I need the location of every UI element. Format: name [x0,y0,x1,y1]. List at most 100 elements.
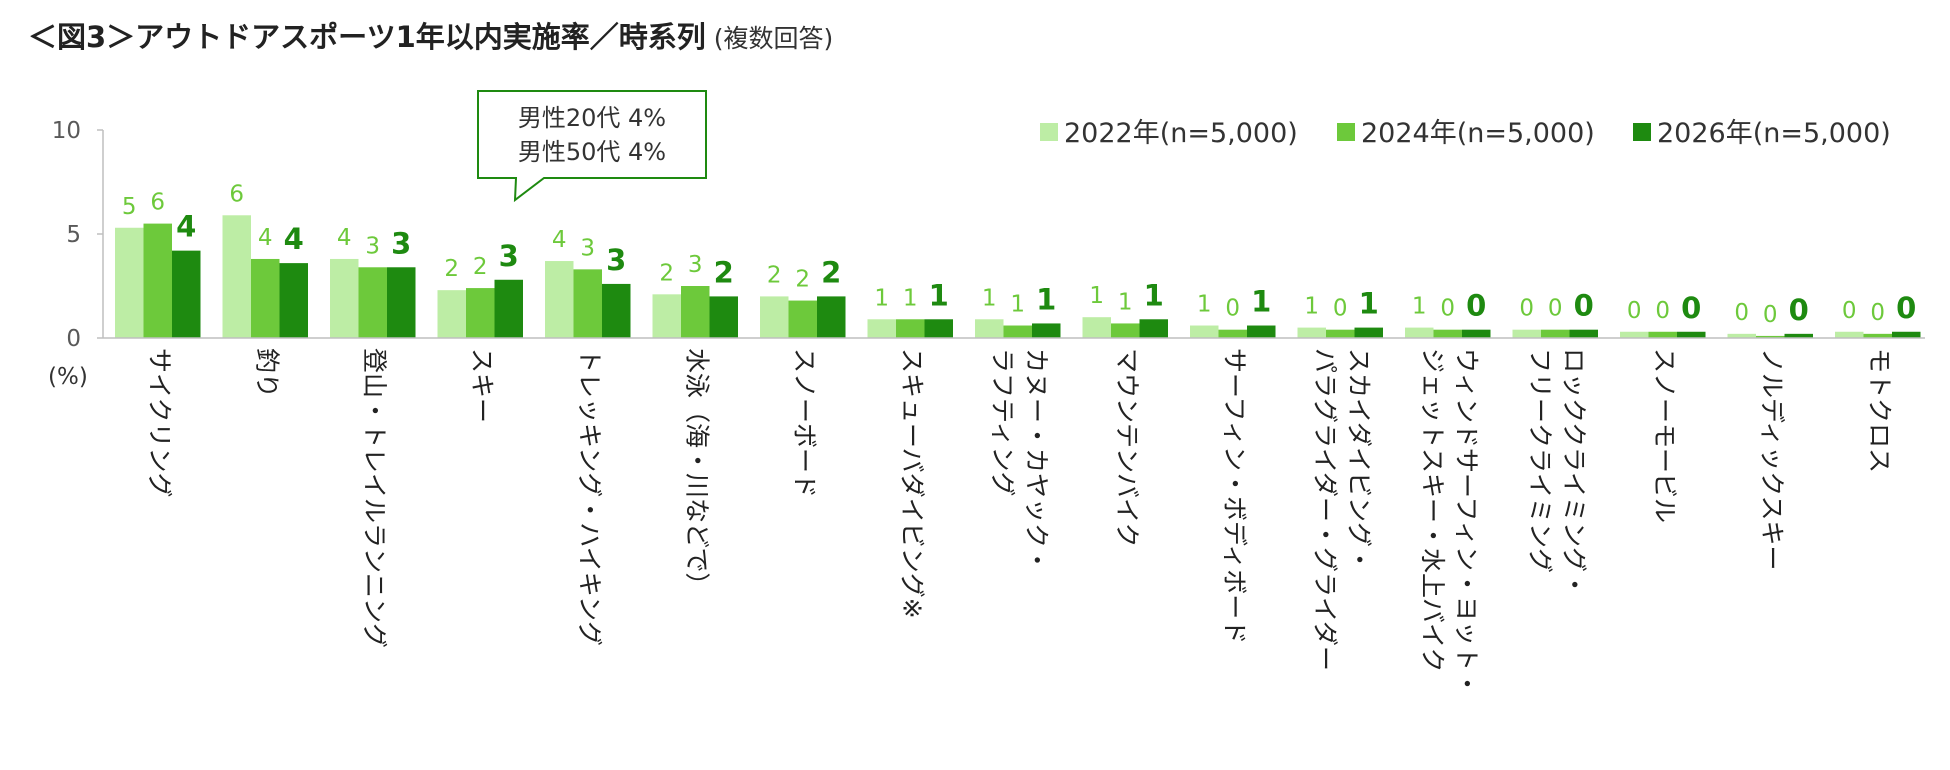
category-label: モトクロス [1865,348,1894,473]
bar-1-cat-14 [1512,329,1541,338]
bar-1-cat-17 [1835,331,1864,338]
callout-text: 男性20代 4% [518,104,666,132]
data-label: 0 [1440,296,1455,322]
data-label: 1 [1359,287,1379,321]
bar-3-cat-11 [1247,325,1276,338]
callout-box [477,90,707,203]
bar-3-cat-3 [387,267,416,338]
bar-1-cat-9 [975,319,1004,338]
legend-label: 2026年(n=5,000) [1657,118,1891,149]
bar-3-cat-13 [1462,329,1491,338]
data-label: 0 [1519,296,1534,322]
category-label: フリークライミング [1525,348,1554,573]
data-label: 4 [552,227,567,253]
category-label: スキューバダイビング※ [897,348,926,619]
data-label: 4 [176,210,196,244]
data-label: 6 [229,181,244,207]
data-label: 2 [444,256,459,282]
chart-title: ＜図3＞アウトドアスポーツ1年以内実施率／時系列 (複数回答) [28,14,833,56]
data-label: 3 [499,239,519,273]
legend-swatch-1 [1040,123,1058,141]
bar-1-cat-16 [1727,333,1756,338]
category-label: カヌー・カヤック・ [1022,348,1051,573]
data-label: 1 [929,278,949,312]
bar-2-cat-4 [466,288,495,338]
callout-text: 男性50代 4% [518,138,666,166]
legend-swatch-2 [1337,123,1355,141]
category-label: サイクリング [145,348,174,498]
data-label: 3 [606,243,626,277]
category-label: ノルディックスキー [1757,348,1786,571]
data-label: 0 [1627,298,1642,324]
bar-1-cat-6 [652,294,681,338]
bar-1-cat-7 [760,296,789,338]
bar-1-cat-12 [1297,327,1326,338]
bar-1-cat-8 [867,319,896,338]
category-label: スノーモービル [1650,348,1679,523]
y-tick-label: 10 [52,118,81,144]
data-label: 0 [1574,289,1594,323]
bar-3-cat-12 [1354,327,1383,338]
data-label: 1 [1089,283,1104,309]
data-label: 3 [391,226,411,260]
y-tick-label: 5 [66,222,81,248]
data-label: 1 [1010,292,1025,318]
bar-3-cat-17 [1892,331,1921,338]
bar-2-cat-5 [573,269,602,338]
bar-1-cat-11 [1190,325,1219,338]
category-label: サーフィン・ボディボード [1220,348,1249,644]
bar-3-cat-8 [924,319,953,338]
bar-3-cat-5 [602,283,631,338]
data-label: 1 [1304,294,1319,320]
data-label: 6 [150,190,165,216]
data-label: 1 [1412,294,1427,320]
data-label: 2 [659,260,674,286]
bar-2-cat-14 [1541,329,1570,338]
data-label: 1 [1036,282,1056,316]
legend-label: 2022年(n=5,000) [1064,118,1298,149]
category-label: ラフティング [988,348,1017,497]
data-label: 2 [795,267,810,293]
data-label: 0 [1870,300,1885,326]
bar-1-cat-1 [115,227,144,338]
data-label: 3 [580,235,595,261]
bar-2-cat-12 [1326,329,1355,338]
bar-3-cat-6 [709,296,738,338]
data-label: 0 [1763,302,1778,328]
data-label: 1 [1118,289,1133,315]
y-tick-label: 0 [66,326,81,352]
data-label: 0 [1734,300,1749,326]
data-label: 0 [1333,296,1348,322]
bar-1-cat-13 [1405,327,1434,338]
category-label: トレッキング・ハイキング [575,348,604,646]
bar-3-cat-10 [1139,319,1168,338]
bar-2-cat-9 [1003,325,1032,338]
category-label: 水泳（海・川などで） [682,348,711,598]
data-label: 0 [1225,296,1240,322]
chart-subtitle: (複数回答) [713,24,834,53]
bar-2-cat-7 [788,300,817,338]
data-label: 0 [1466,289,1486,323]
data-label: 1 [982,285,997,311]
data-label: 2 [714,255,734,289]
bar-2-cat-10 [1111,323,1140,338]
bar-3-cat-14 [1569,329,1598,338]
data-label: 0 [1681,291,1701,325]
bar-2-cat-3 [358,267,387,338]
category-label: マウンテンバイク [1112,348,1141,548]
bar-3-cat-1 [172,250,201,338]
data-label: 0 [1789,293,1809,327]
bar-2-cat-13 [1433,329,1462,338]
bar-2-cat-16 [1756,335,1785,338]
bar-3-cat-16 [1784,333,1813,338]
data-label: 0 [1842,298,1857,324]
data-label: 2 [473,254,488,280]
data-label: 1 [1144,278,1164,312]
category-label: ウィンドサーフィン・ヨット・ [1452,348,1481,696]
legend-swatch-3 [1633,123,1651,141]
bar-1-cat-2 [222,215,251,338]
data-label: 3 [365,233,380,259]
bar-1-cat-10 [1082,317,1111,338]
category-label: スカイダイビング・ [1344,348,1373,572]
